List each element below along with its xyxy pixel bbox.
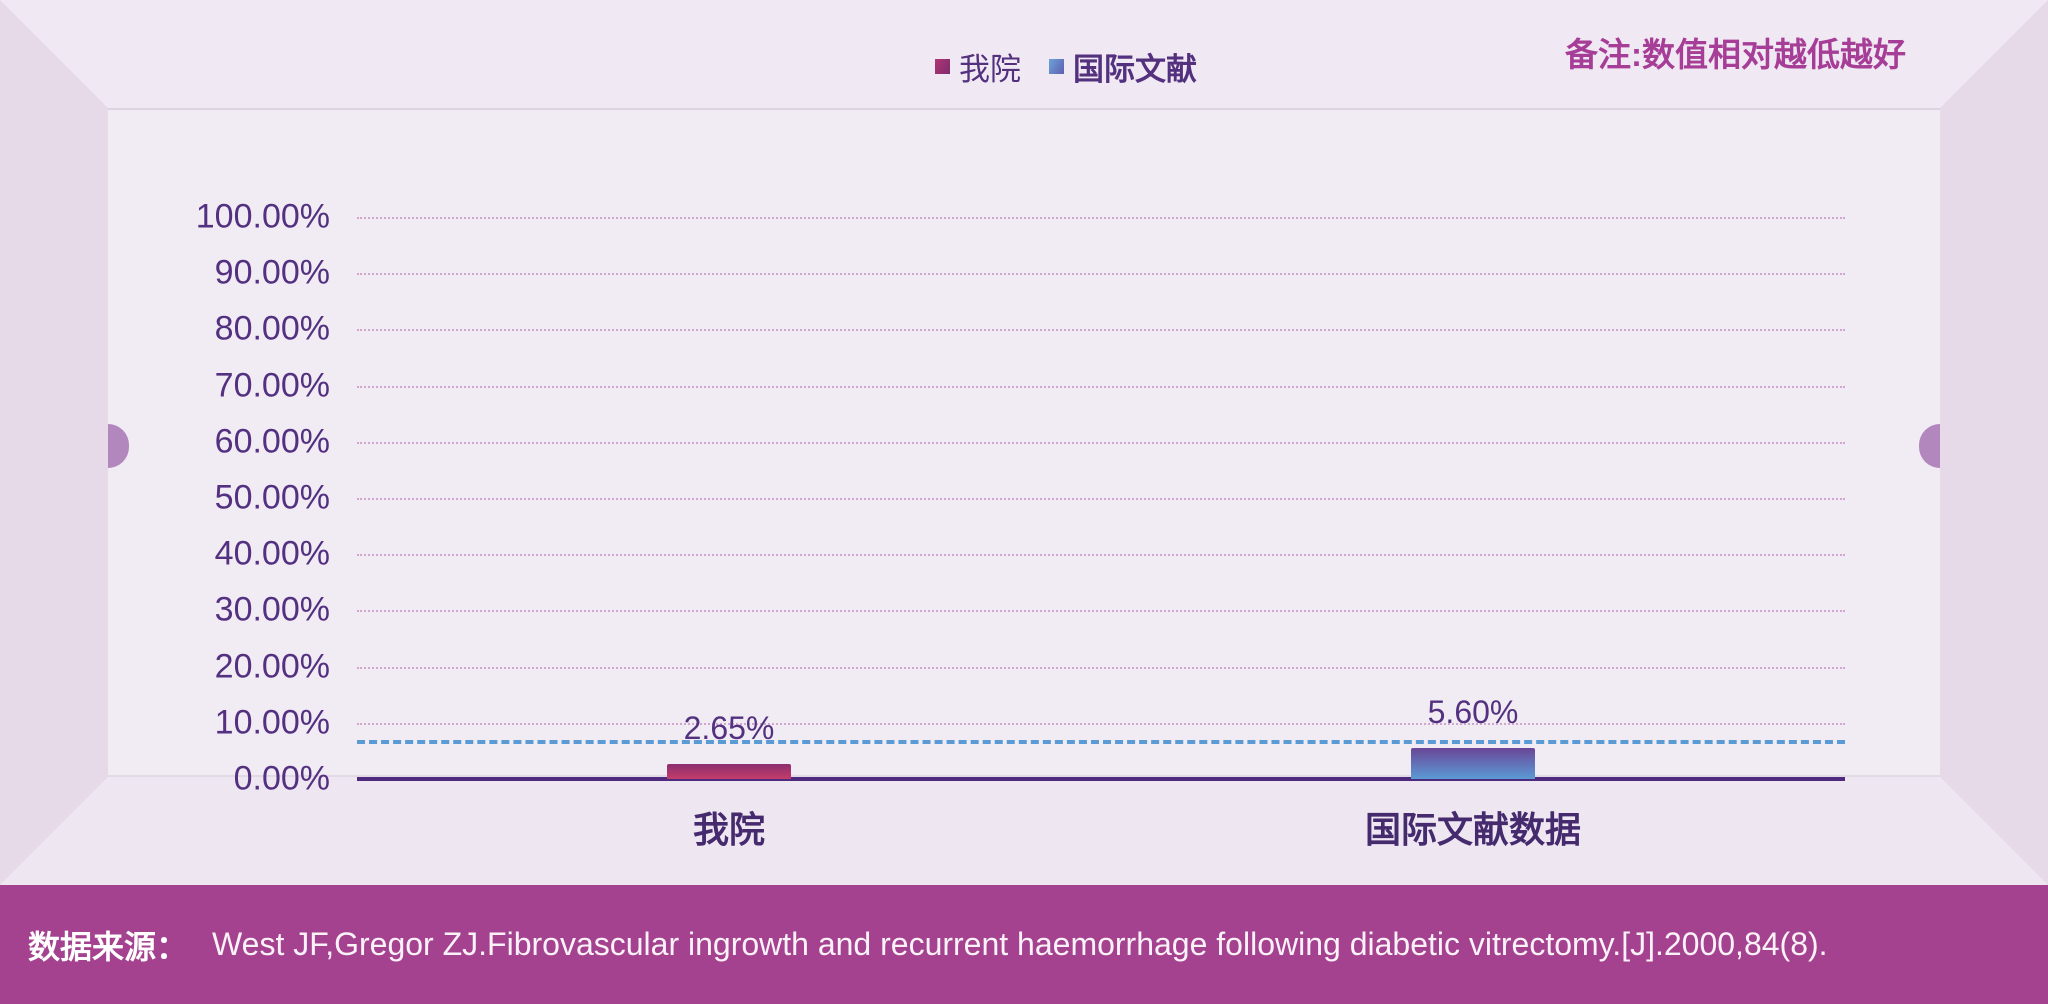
gridline bbox=[357, 329, 1845, 332]
legend-item-literature[interactable]: 国际文献 bbox=[1049, 44, 1197, 89]
gridline bbox=[357, 385, 1845, 388]
source-footer: 数据来源： West JF,Gregor ZJ.Fibrovascular in… bbox=[0, 885, 2048, 1004]
y-axis-tick-label: 30.00% bbox=[214, 590, 330, 629]
gridline bbox=[357, 273, 1845, 276]
plot-area: 100.00% 90.00% 80.00% 70.00% 60.00% 50.00% 40.… bbox=[196, 198, 1845, 850]
y-axis-tick-label: 20.00% bbox=[214, 647, 330, 686]
y-axis-tick-label: 80.00% bbox=[214, 309, 330, 348]
left-page-tab bbox=[108, 424, 129, 468]
y-axis-tick-label: 0.00% bbox=[233, 759, 330, 798]
legend-swatch-blue-icon bbox=[1049, 59, 1064, 74]
frame-top-facet bbox=[0, 0, 2048, 108]
gridline bbox=[357, 554, 1845, 557]
bar-value-label: 5.60% bbox=[1427, 693, 1519, 730]
gridline bbox=[357, 498, 1845, 500]
source-label: 数据来源： bbox=[28, 928, 189, 965]
source-text: West JF,Gregor ZJ.Fibrovascular ingrowth… bbox=[212, 926, 1828, 962]
reference-line bbox=[357, 739, 1845, 744]
note-text: 备注:数值相对越低越好 bbox=[1565, 36, 1906, 73]
y-axis-tick-label: 90.00% bbox=[214, 253, 330, 292]
legend-label: 我院 bbox=[959, 52, 1021, 87]
legend-item-hospital[interactable]: 我院 bbox=[935, 44, 1021, 89]
y-axis-tick-label: 60.00% bbox=[214, 422, 330, 461]
legend-label: 国际文献 bbox=[1073, 52, 1197, 87]
gridline bbox=[357, 722, 1845, 725]
y-axis-tick-label: 70.00% bbox=[214, 366, 330, 405]
gridline bbox=[357, 441, 1845, 444]
x-axis-line bbox=[357, 777, 1845, 781]
x-axis-category-label: 国际文献数据 bbox=[1364, 809, 1582, 850]
legend-swatch-magenta-icon bbox=[935, 59, 950, 74]
gridline bbox=[357, 666, 1845, 669]
gridline bbox=[357, 610, 1845, 613]
gridline bbox=[357, 217, 1845, 219]
bar-value-label: 2.65% bbox=[683, 710, 775, 747]
chart-legend: 我院 国际文献 bbox=[935, 44, 1197, 89]
frame-bottom-facet bbox=[0, 777, 2048, 885]
right-page-tab bbox=[1919, 424, 1940, 468]
x-axis-category-label: 我院 bbox=[692, 809, 766, 850]
y-axis-tick-label: 40.00% bbox=[214, 534, 330, 573]
y-axis-tick-label: 100.00% bbox=[195, 197, 330, 236]
bar-1[interactable] bbox=[1411, 747, 1535, 779]
y-axis-tick-label: 10.00% bbox=[214, 703, 330, 742]
y-axis-tick-label: 50.00% bbox=[214, 478, 330, 517]
bar-0[interactable] bbox=[667, 764, 791, 779]
